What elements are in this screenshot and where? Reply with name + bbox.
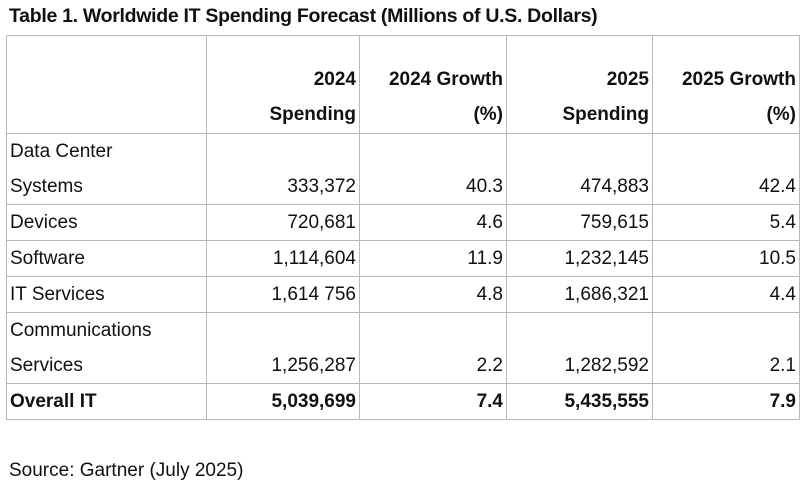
row-growth-2024: 4.6 (359, 204, 507, 241)
header-2025-growth: 2025 Growth (%) (652, 35, 800, 134)
row-spend-2024: 1,614 756 (206, 276, 360, 313)
row-spend-2024: 1,256,287 (206, 312, 360, 384)
header-2024-spending-text: 2024 Spending (269, 69, 356, 125)
table-total-row: Overall IT 5,039,699 7.4 5,435,555 7.9 (6, 383, 800, 420)
row-growth-2024: 40.3 (359, 133, 507, 205)
row-growth-2025: 2.1 (652, 312, 800, 384)
row-spend-2024: 720,681 (206, 204, 360, 241)
row-segment: IT Services (6, 276, 207, 313)
row-growth-2025: 4.4 (652, 276, 800, 313)
table-header-row: 2024 Spending 2024 Growth (%) 2025 Spend… (6, 35, 800, 134)
table-row: Communications Services 1,256,287 2.2 1,… (6, 312, 800, 384)
header-2024-growth-text: 2024 Growth (%) (388, 69, 503, 125)
header-2025-spending: 2025 Spending (506, 35, 653, 134)
row-segment: Data Center Systems (6, 133, 207, 205)
header-2025-growth-text: 2025 Growth (%) (681, 69, 796, 125)
total-spend-2025: 5,435,555 (506, 383, 653, 420)
table-row: Devices 720,681 4.6 759,615 5.4 (6, 204, 800, 241)
table-row: Data Center Systems 333,372 40.3 474,883… (6, 133, 800, 205)
table-title: Table 1. Worldwide IT Spending Forecast … (9, 5, 598, 27)
row-segment-text: Communications Services (10, 320, 152, 376)
source-note: Source: Gartner (July 2025) (9, 460, 244, 481)
row-growth-2024: 2.2 (359, 312, 507, 384)
row-spend-2024: 333,372 (206, 133, 360, 205)
total-growth-2024: 7.4 (359, 383, 507, 420)
row-spend-2024: 1,114,604 (206, 240, 360, 277)
row-growth-2024: 11.9 (359, 240, 507, 277)
row-segment-text: Data Center Systems (10, 141, 113, 197)
table-row: Software 1,114,604 11.9 1,232,145 10.5 (6, 240, 800, 277)
row-segment: Devices (6, 204, 207, 241)
header-segment (6, 35, 207, 134)
row-growth-2025: 10.5 (652, 240, 800, 277)
table-row: IT Services 1,614 756 4.8 1,686,321 4.4 (6, 276, 800, 313)
row-spend-2025: 1,232,145 (506, 240, 653, 277)
row-growth-2025: 5.4 (652, 204, 800, 241)
header-2025-spending-text: 2025 Spending (562, 69, 649, 125)
forecast-table: 2024 Spending 2024 Growth (%) 2025 Spend… (6, 35, 800, 420)
total-growth-2025: 7.9 (652, 383, 800, 420)
row-spend-2025: 474,883 (506, 133, 653, 205)
row-spend-2025: 1,686,321 (506, 276, 653, 313)
row-segment: Communications Services (6, 312, 207, 384)
total-segment: Overall IT (6, 383, 207, 420)
row-spend-2025: 1,282,592 (506, 312, 653, 384)
header-2024-spending: 2024 Spending (206, 35, 360, 134)
total-spend-2024: 5,039,699 (206, 383, 360, 420)
row-growth-2024: 4.8 (359, 276, 507, 313)
header-2024-growth: 2024 Growth (%) (359, 35, 507, 134)
row-growth-2025: 42.4 (652, 133, 800, 205)
row-spend-2025: 759,615 (506, 204, 653, 241)
row-segment: Software (6, 240, 207, 277)
